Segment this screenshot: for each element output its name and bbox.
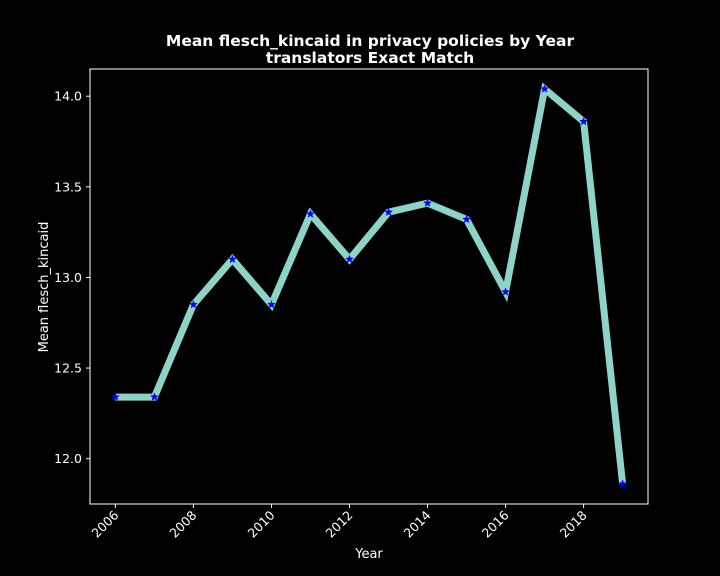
data-point-marker (149, 392, 159, 401)
x-tick-label: 2012 (323, 508, 356, 541)
data-point-marker (540, 84, 550, 93)
data-point-marker (579, 116, 589, 126)
x-tick-label: 2006 (88, 507, 121, 540)
x-tick-label: 2016 (479, 507, 512, 540)
axes-frame (89, 68, 649, 505)
data-point-marker (227, 254, 237, 264)
x-tick-label: 2008 (166, 507, 199, 540)
data-point-marker (618, 479, 628, 488)
data-point-marker (462, 214, 472, 224)
x-axis-label: Year (354, 547, 383, 562)
series-line (115, 82, 627, 485)
data-point-marker (305, 209, 315, 218)
data-point-marker (423, 198, 433, 207)
x-tick-label: 2014 (401, 507, 434, 540)
data-point-marker (266, 299, 276, 309)
x-tick-label: 2010 (244, 507, 277, 540)
y-tick-label: 13.5 (54, 179, 82, 194)
y-tick-label: 12.0 (54, 451, 82, 466)
data-point-marker (188, 299, 198, 309)
data-point-marker (110, 392, 120, 401)
data-point-marker (501, 287, 511, 296)
data-point-marker (384, 207, 393, 216)
y-axis-label: Mean flesch_kincaid (37, 222, 52, 353)
y-tick-label: 14.0 (54, 89, 82, 104)
data-point-marker (345, 254, 354, 264)
chart-subtitle: translators Exact Match (266, 49, 474, 67)
plot-area: 12.0 12.5 13.0 13.5 14.0 2006 2008 2010 2012 2014… (54, 68, 649, 541)
x-tick-label: 2018 (557, 507, 590, 540)
chart-title: Mean flesch_kincaid in privacy policies … (166, 32, 575, 50)
y-tick-label: 13.0 (54, 270, 82, 285)
y-tick-label: 12.5 (54, 361, 82, 376)
